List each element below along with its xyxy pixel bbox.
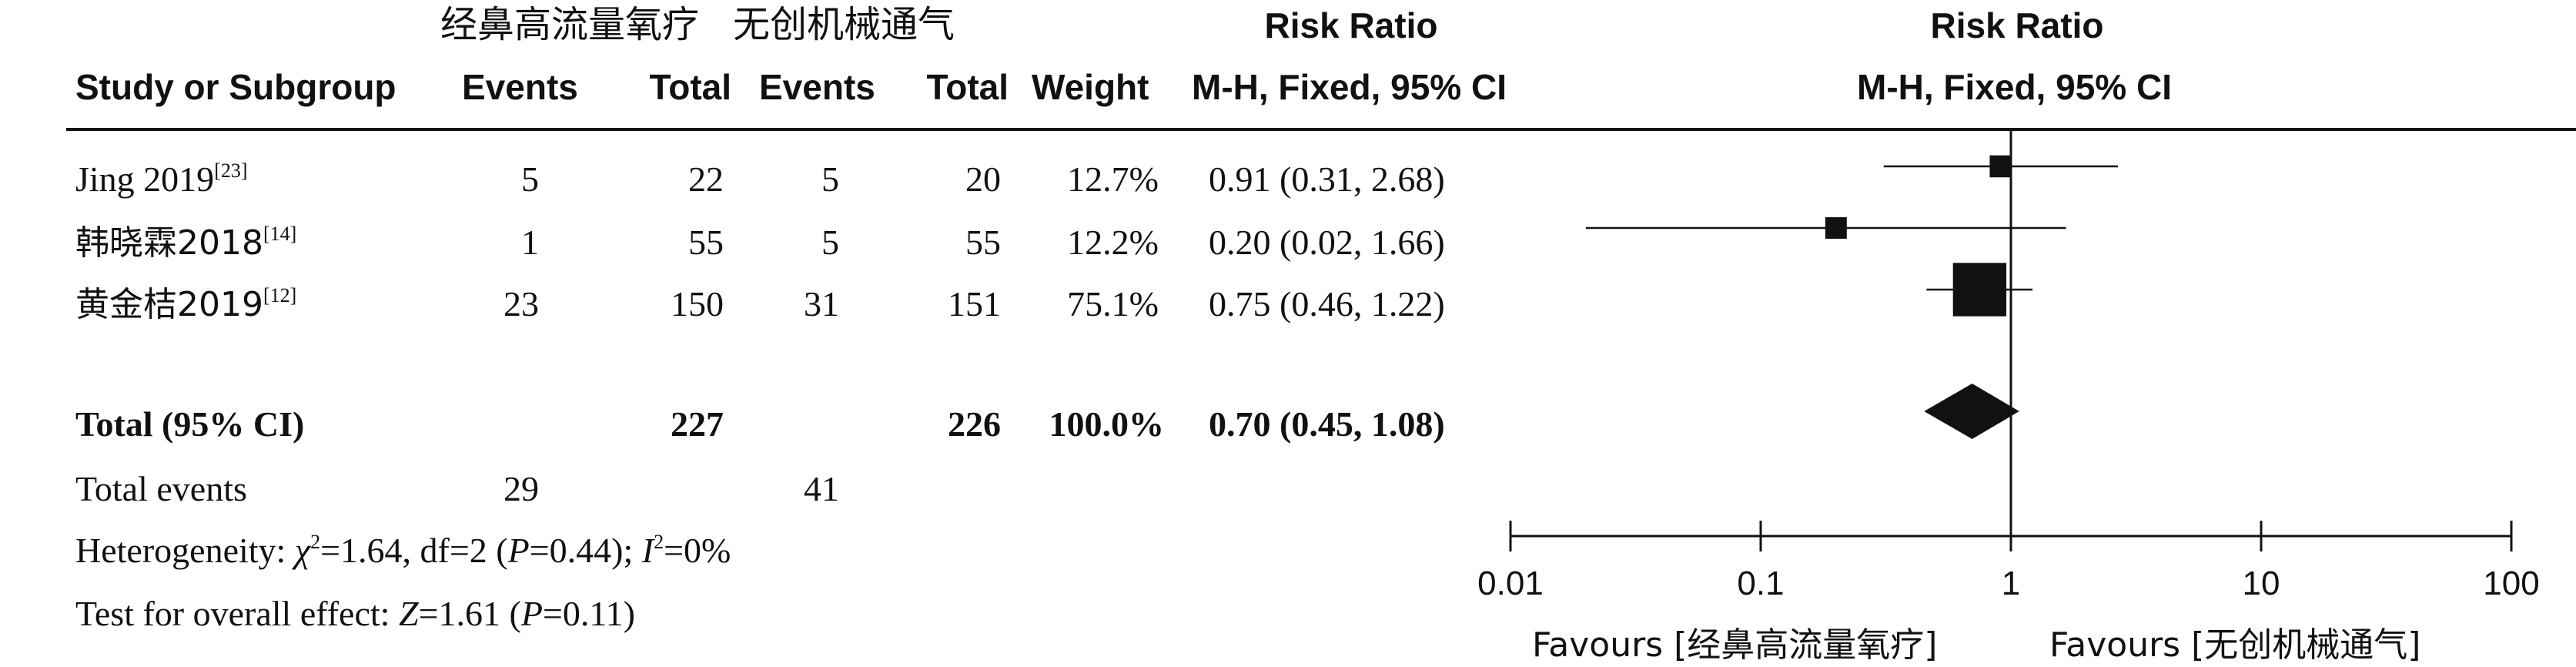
heterogeneity-prefix: Heterogeneity: xyxy=(75,531,295,570)
chi-value: =1.64, df=2 ( xyxy=(320,531,508,570)
favours-left-label: Favours [经鼻高流量氧疗] xyxy=(1532,625,1937,665)
events1-value: 5 xyxy=(521,159,539,199)
study-name: 黄金桔2019 xyxy=(75,285,263,324)
x-tick-label: 100 xyxy=(2483,565,2539,602)
total2-header: Total xyxy=(926,67,1009,107)
study-square xyxy=(1952,263,2007,317)
total-events2: 41 xyxy=(804,469,839,508)
weight-value: 12.7% xyxy=(1067,159,1159,199)
total2-sum: 226 xyxy=(948,404,1001,444)
overall-prefix: Test for overall effect: xyxy=(75,594,399,633)
overall-effect-text: Test for overall effect: Z=1.61 (P=0.11) xyxy=(75,596,635,632)
total1-value: 150 xyxy=(671,284,724,323)
total-events1: 29 xyxy=(503,469,539,508)
total2-value: 55 xyxy=(965,223,1001,262)
rr-column-title: Risk Ratio xyxy=(1264,5,1438,45)
z-value: =1.61 ( xyxy=(418,594,521,633)
total2-value: 20 xyxy=(965,159,1001,199)
p-symbol: P xyxy=(507,531,530,570)
weight-value: 12.2% xyxy=(1067,223,1159,262)
method-header: M-H, Fixed, 95% CI xyxy=(1192,67,1507,107)
weight-value: 75.1% xyxy=(1067,284,1159,323)
i-sup: 2 xyxy=(654,531,664,553)
total1-sum: 227 xyxy=(671,404,724,444)
events2-value: 5 xyxy=(821,223,839,262)
total2-value: 151 xyxy=(948,284,1001,323)
total1-value: 55 xyxy=(688,223,724,262)
heterogeneity-text: Heterogeneity: χ2=1.64, df=2 (P=0.44); I… xyxy=(75,531,731,570)
x-tick-label: 0.01 xyxy=(1477,565,1544,602)
method-plot-header: M-H, Fixed, 95% CI xyxy=(1857,67,2172,107)
favours-right-label: Favours [无创机械通气] xyxy=(2049,625,2420,665)
study-square xyxy=(1989,155,2012,178)
chi-symbol: χ xyxy=(294,531,311,570)
table-row: 黄金桔2019[12] xyxy=(75,284,297,324)
events2-value: 5 xyxy=(821,159,839,199)
events2-value: 31 xyxy=(804,284,839,323)
x-tick-label: 10 xyxy=(2243,565,2280,602)
total-label: Total (95% CI) xyxy=(75,404,305,444)
x-tick-label: 1 xyxy=(2002,565,2020,602)
study-name: Jing 2019 xyxy=(75,159,215,199)
p-value: =0.44); xyxy=(529,531,642,570)
total-weight: 100.0% xyxy=(1049,404,1165,444)
study-column-header: Study or Subgroup xyxy=(75,67,396,107)
chi-sup: 2 xyxy=(310,531,321,553)
p-value: =0.11) xyxy=(542,594,635,633)
total-ci: 0.70 (0.45, 1.08) xyxy=(1209,404,1445,444)
x-tick-label: 0.1 xyxy=(1737,565,1784,602)
ci-value: 0.91 (0.31, 2.68) xyxy=(1209,159,1445,199)
ci-value: 0.75 (0.46, 1.22) xyxy=(1209,284,1445,323)
events2-header: Events xyxy=(759,67,875,107)
study-name: 韩晓霖2018 xyxy=(75,223,263,263)
pooled-diamond xyxy=(1924,384,2019,439)
study-square xyxy=(1825,217,1847,239)
study-ref: [14] xyxy=(263,223,297,245)
rr-plot-title: Risk Ratio xyxy=(1930,5,2104,45)
group1-header: 经鼻高流量氧疗 xyxy=(440,3,700,46)
group2-header: 无创机械通气 xyxy=(733,3,955,46)
table-row: 韩晓霖2018[14] xyxy=(75,223,297,263)
i-value: =0% xyxy=(664,531,731,570)
table-row: Jing 2019[23] xyxy=(75,159,248,199)
events1-header: Events xyxy=(462,67,578,107)
events1-value: 23 xyxy=(503,284,539,323)
p-symbol: P xyxy=(520,594,543,633)
study-ref: [23] xyxy=(214,159,248,182)
ci-value: 0.20 (0.02, 1.66) xyxy=(1209,223,1445,262)
total-events-label: Total events xyxy=(75,469,247,508)
z-symbol: Z xyxy=(398,594,419,633)
total1-header: Total xyxy=(649,67,731,107)
total1-value: 22 xyxy=(688,159,724,199)
i-symbol: I xyxy=(641,531,654,570)
events1-value: 1 xyxy=(521,223,539,262)
weight-header: Weight xyxy=(1032,67,1149,107)
study-ref: [12] xyxy=(263,284,297,307)
